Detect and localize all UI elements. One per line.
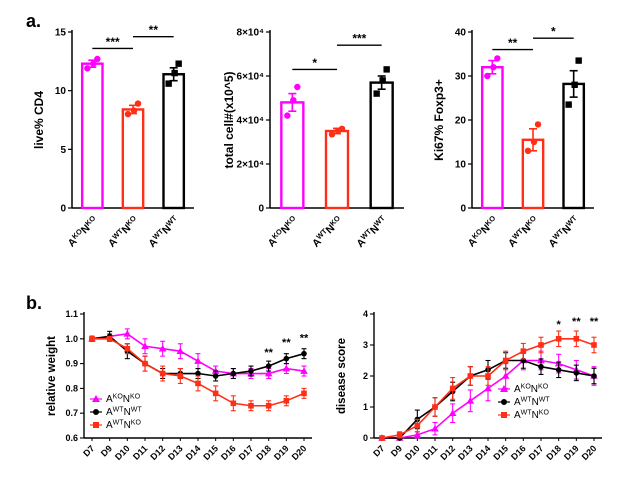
svg-text:***: ***	[352, 32, 366, 46]
svg-text:D12: D12	[438, 443, 457, 462]
svg-text:D15: D15	[491, 443, 510, 462]
svg-text:D17: D17	[527, 443, 546, 462]
svg-text:0: 0	[363, 433, 368, 443]
chart-total-cell: 0 2×10⁴ 4×10⁴ 6×10⁴ 8×10⁴ total cell#(x10^5) A…	[222, 28, 404, 250]
svg-text:AWTNKO: AWTNKO	[505, 213, 541, 249]
svg-text:**: **	[149, 23, 159, 37]
svg-text:D7: D7	[371, 443, 386, 458]
chart-relative-weight: 0.6 0.7 0.8 0.9 1.0 1.1 relative weight D7 D9D10…	[46, 309, 312, 462]
svg-text:4: 4	[363, 309, 368, 319]
svg-text:*: *	[312, 56, 317, 70]
svg-text:AWTNKO: AWTNKO	[514, 410, 549, 422]
svg-text:30: 30	[455, 72, 467, 83]
panel-a-label: a.	[26, 11, 42, 31]
svg-text:4×10⁴: 4×10⁴	[237, 116, 265, 127]
svg-text:6×10⁴: 6×10⁴	[237, 72, 265, 83]
svg-text:D16: D16	[509, 443, 528, 462]
svg-text:**: **	[282, 337, 291, 349]
svg-text:0.6: 0.6	[65, 433, 78, 443]
svg-text:AWTNKO: AWTNKO	[105, 213, 141, 249]
svg-text:10: 10	[455, 160, 467, 171]
svg-text:D20: D20	[290, 443, 309, 462]
svg-text:AKONKO: AKONKO	[465, 213, 501, 249]
svg-text:D13: D13	[456, 443, 475, 462]
svg-text:AKONKO: AKONKO	[265, 213, 301, 249]
svg-text:0: 0	[258, 204, 264, 215]
svg-text:0.7: 0.7	[65, 408, 78, 418]
svg-text:AWTNWT: AWTNWT	[514, 397, 550, 409]
svg-text:1.0: 1.0	[65, 334, 78, 344]
svg-text:AWTNWT: AWTNWT	[353, 213, 390, 250]
svg-text:**: **	[590, 316, 599, 328]
svg-text:Ki67% Foxp3+: Ki67% Foxp3+	[432, 79, 446, 161]
svg-text:***: ***	[106, 35, 120, 49]
svg-text:D14: D14	[184, 443, 203, 462]
svg-text:D10: D10	[113, 443, 132, 462]
svg-text:**: **	[300, 332, 309, 344]
svg-text:*: *	[557, 319, 562, 331]
svg-text:D11: D11	[131, 443, 149, 461]
svg-text:AWTNKO: AWTNKO	[106, 420, 141, 432]
svg-text:D16: D16	[219, 443, 238, 462]
svg-text:AKONKO: AKONKO	[106, 394, 141, 406]
svg-text:**: **	[508, 36, 518, 50]
svg-text:AKONKO: AKONKO	[514, 384, 549, 396]
svg-text:**: **	[572, 316, 581, 328]
svg-text:0: 0	[60, 204, 66, 215]
svg-text:D18: D18	[254, 443, 273, 462]
svg-text:8×10⁴: 8×10⁴	[237, 28, 265, 39]
svg-text:10: 10	[55, 86, 67, 97]
svg-text:D18: D18	[544, 443, 563, 462]
panel-b-label: b.	[26, 293, 42, 313]
svg-text:live% CD4: live% CD4	[32, 91, 46, 149]
svg-text:D7: D7	[81, 443, 96, 458]
svg-text:D15: D15	[201, 443, 220, 462]
svg-text:D10: D10	[403, 443, 422, 462]
svg-text:AWTNWT: AWTNWT	[145, 213, 182, 250]
svg-text:AWTNKO: AWTNKO	[309, 213, 345, 249]
svg-text:AWTNWT: AWTNWT	[106, 407, 142, 419]
svg-text:D12: D12	[148, 443, 167, 462]
svg-text:15: 15	[55, 28, 67, 39]
svg-text:D13: D13	[166, 443, 185, 462]
svg-text:5: 5	[60, 145, 66, 156]
panel-b-charts: 0.6 0.7 0.8 0.9 1.0 1.1 relative weight D7 D9 D10…	[44, 300, 610, 478]
svg-text:1.1: 1.1	[65, 309, 78, 319]
svg-text:*: *	[551, 25, 556, 39]
panel-a-charts: 0 5 10 15 live% CD4 AKONKO AWTNKO AWTNWT *** ** 0…	[30, 4, 602, 266]
svg-text:disease score: disease score	[336, 338, 348, 414]
svg-text:D19: D19	[562, 443, 581, 462]
svg-text:2: 2	[363, 371, 368, 381]
svg-text:20: 20	[455, 116, 467, 127]
svg-text:0.8: 0.8	[65, 383, 78, 393]
svg-text:AWTNWT: AWTNWT	[545, 213, 582, 250]
svg-text:0.9: 0.9	[65, 359, 78, 369]
svg-text:D9: D9	[99, 443, 114, 458]
svg-text:relative weight: relative weight	[46, 336, 58, 416]
svg-text:D9: D9	[389, 443, 404, 458]
svg-text:AKONKO: AKONKO	[65, 213, 101, 249]
svg-text:D19: D19	[272, 443, 291, 462]
svg-text:**: **	[264, 347, 273, 359]
svg-text:D20: D20	[580, 443, 599, 462]
svg-text:1: 1	[363, 402, 368, 412]
svg-text:total cell#(x10^5): total cell#(x10^5)	[222, 71, 236, 168]
svg-text:40: 40	[455, 28, 467, 39]
svg-text:D17: D17	[237, 443, 256, 462]
svg-text:D11: D11	[421, 443, 439, 461]
svg-text:0: 0	[460, 204, 466, 215]
svg-text:2×10⁴: 2×10⁴	[237, 160, 265, 171]
svg-text:3: 3	[363, 340, 368, 350]
svg-text:D14: D14	[474, 443, 493, 462]
